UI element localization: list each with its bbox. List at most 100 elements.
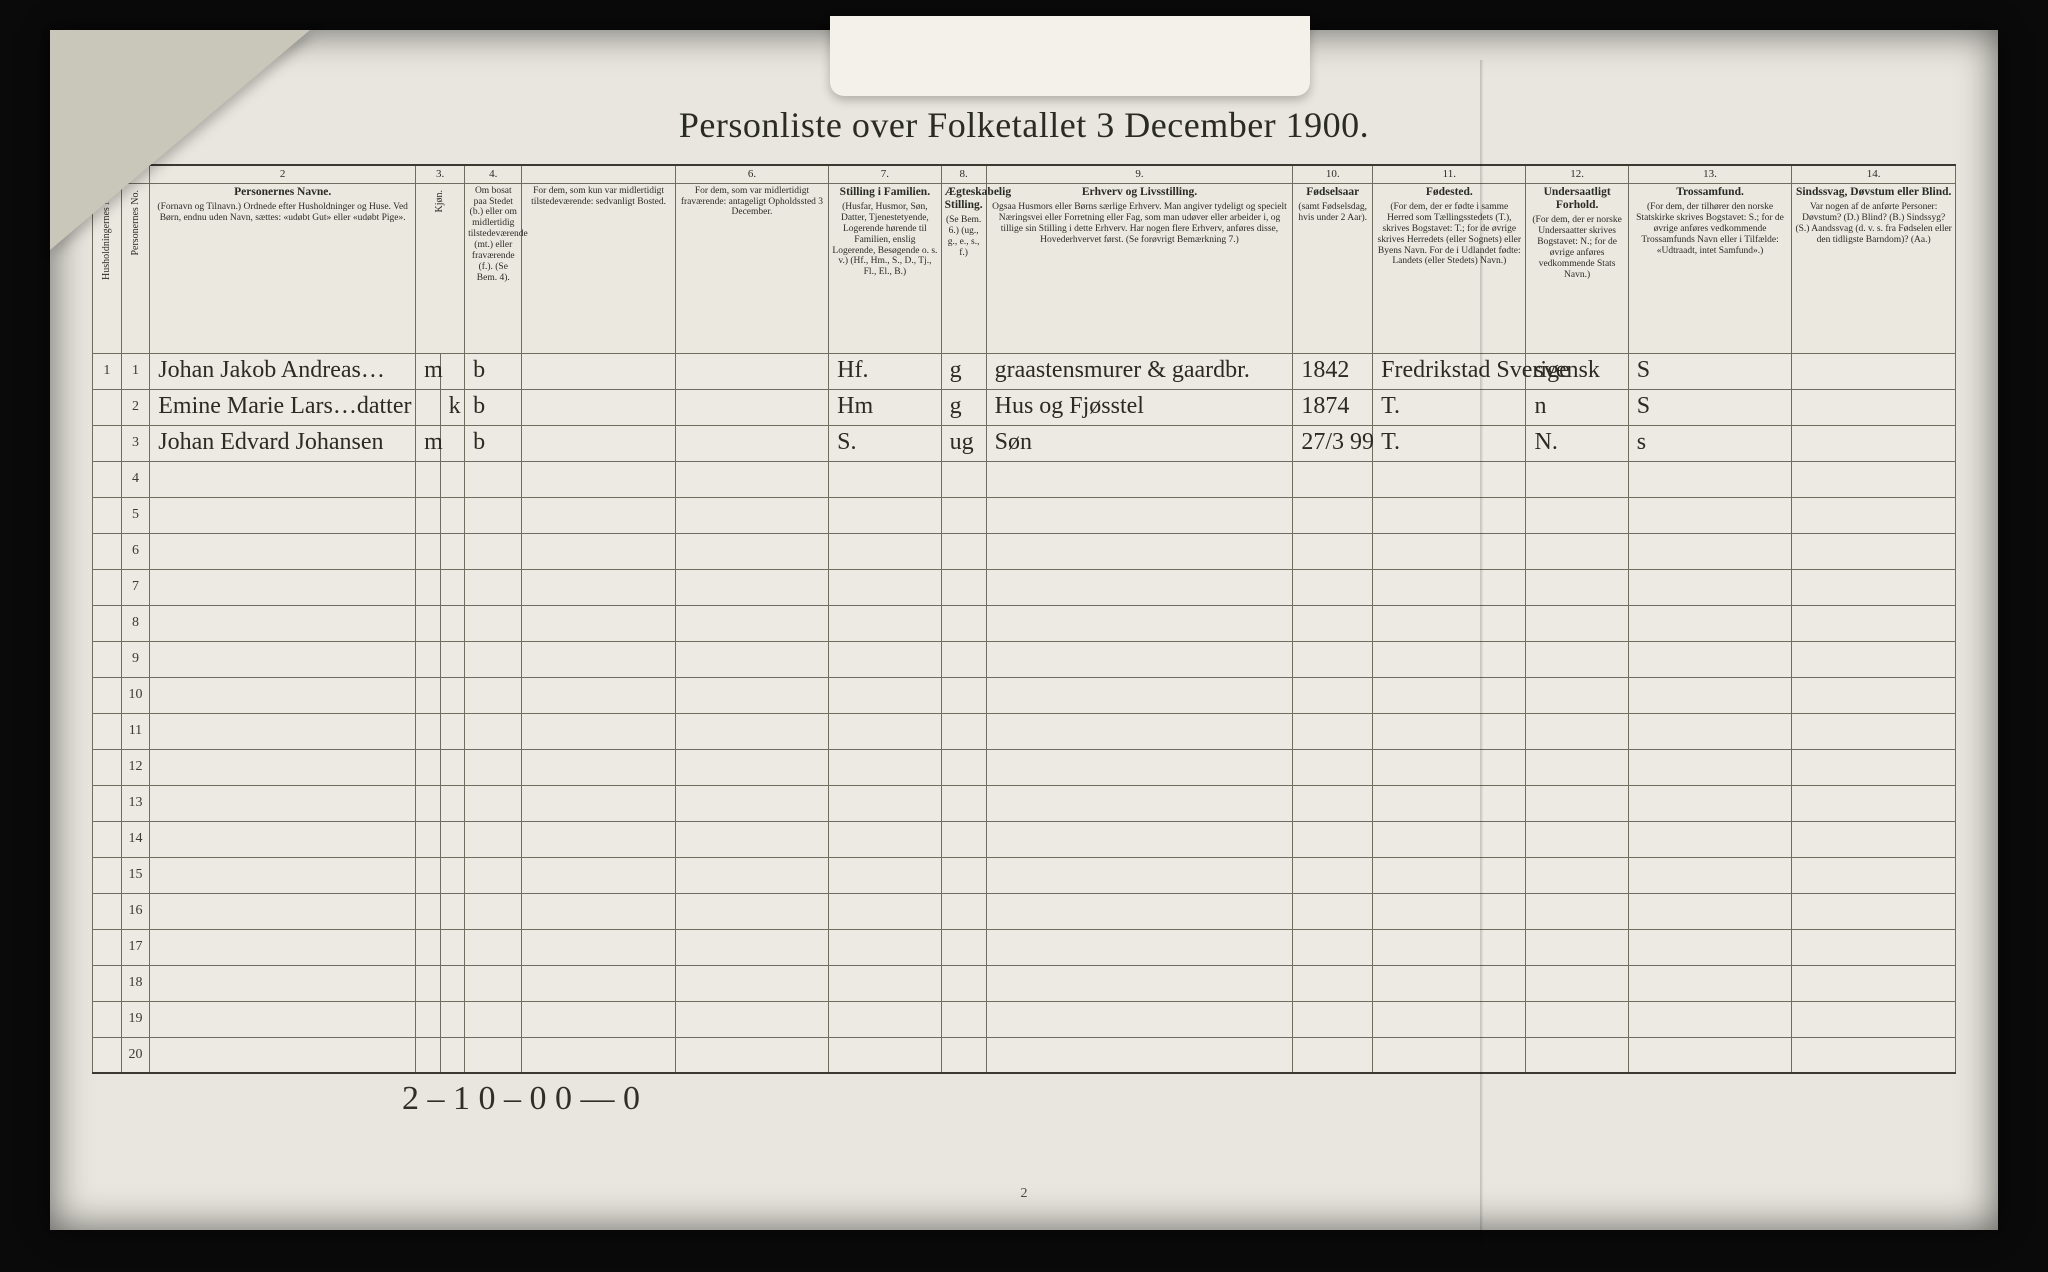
cell-empty [675, 893, 828, 929]
cell-empty [1628, 533, 1792, 569]
cell-empty [829, 893, 941, 929]
col-num: 9. [986, 165, 1293, 183]
cell-empty [1792, 641, 1956, 677]
cell-empty [1373, 893, 1526, 929]
cell-empty [150, 1037, 416, 1073]
cell-empty [1526, 893, 1628, 929]
cell-empty [1526, 785, 1628, 821]
cell-name: Emine Marie Lars…datter [150, 389, 416, 425]
cell-empty [150, 965, 416, 1001]
cell-empty [1373, 785, 1526, 821]
cell-empty [93, 713, 122, 749]
cell-empty [465, 821, 522, 857]
cell-empty [1628, 713, 1792, 749]
cell-c15 [1792, 353, 1956, 389]
cell-empty [1293, 569, 1373, 605]
cell-c15 [1792, 389, 1956, 425]
cell-c7 [675, 425, 828, 461]
cell-empty [675, 785, 828, 821]
cell-empty [941, 1037, 986, 1073]
cell-empty [1792, 749, 1956, 785]
cell-person-no: 9 [121, 641, 150, 677]
cell-rel: S [1628, 353, 1792, 389]
cell-empty [675, 641, 828, 677]
cell-birthpl: Fredrikstad Sverige [1373, 353, 1526, 389]
cell-empty [1373, 1037, 1526, 1073]
cell-person-no: 8 [121, 605, 150, 641]
col-num: 3. [416, 165, 465, 183]
cell-empty [1293, 713, 1373, 749]
cell-sex-k: k [440, 389, 465, 425]
cell-empty [1293, 533, 1373, 569]
cell-empty [1628, 1037, 1792, 1073]
cell-empty [416, 821, 441, 857]
col-num: 14. [1792, 165, 1956, 183]
cell-empty [1293, 497, 1373, 533]
cell-empty [150, 857, 416, 893]
cell-empty [440, 857, 465, 893]
cell-empty [1526, 929, 1628, 965]
table-row: 11Johan Jakob Andreas…mbHf.ggraastensmur… [93, 353, 1956, 389]
cell-empty [675, 749, 828, 785]
folded-corner [50, 30, 310, 250]
cell-empty [1293, 461, 1373, 497]
table-row: 5 [93, 497, 1956, 533]
col-disability: Sindssvag, Døvstum eller Blind.Var nogen… [1792, 183, 1956, 353]
cell-empty [941, 965, 986, 1001]
cell-empty [829, 965, 941, 1001]
cell-empty [675, 605, 828, 641]
cell-empty [150, 713, 416, 749]
cell-empty [1293, 1001, 1373, 1037]
table-row: 3Johan Edvard JohansenmbS.ugSøn27/3 99T.… [93, 425, 1956, 461]
cell-empty [829, 821, 941, 857]
cell-empty [1526, 965, 1628, 1001]
cell-empty [416, 713, 441, 749]
cell-person-no: 11 [121, 713, 150, 749]
cell-empty [1628, 965, 1792, 1001]
cell-empty [416, 965, 441, 1001]
book-gutter-shadow [1480, 60, 1486, 1250]
cell-empty [522, 569, 675, 605]
cell-household-no [93, 425, 122, 461]
col-temp-absent: For dem, som var midlertidigt fraværende… [675, 183, 828, 353]
cell-empty [1792, 605, 1956, 641]
cell-sex-k [440, 425, 465, 461]
column-number-row: 1.23.4.6.7.8.9.10.11.12.13.14. [93, 165, 1956, 183]
cell-empty [416, 893, 441, 929]
cell-empty [1526, 1037, 1628, 1073]
cell-c15 [1792, 425, 1956, 461]
cell-empty [1373, 569, 1526, 605]
cell-empty [1293, 929, 1373, 965]
cell-empty [941, 641, 986, 677]
cell-empty [829, 569, 941, 605]
col-num: 10. [1293, 165, 1373, 183]
cell-empty [941, 749, 986, 785]
table-row: 2Emine Marie Lars…datterkbHmgHus og Fjøs… [93, 389, 1956, 425]
cell-empty [1373, 605, 1526, 641]
cell-empty [986, 749, 1293, 785]
col-residence: Om bosat paa Stedet (b.) eller om midler… [465, 183, 522, 353]
cell-empty [93, 605, 122, 641]
cell-empty [1526, 857, 1628, 893]
cell-empty [941, 785, 986, 821]
cell-empty [522, 965, 675, 1001]
cell-empty [1373, 821, 1526, 857]
cell-empty [522, 1001, 675, 1037]
cell-empty [93, 965, 122, 1001]
cell-empty [465, 461, 522, 497]
cell-empty [1526, 821, 1628, 857]
table-row: 4 [93, 461, 1956, 497]
cell-empty [522, 785, 675, 821]
table-row: 18 [93, 965, 1956, 1001]
cell-empty [1373, 749, 1526, 785]
cell-empty [522, 641, 675, 677]
col-family-position: Stilling i Familien.(Husfar, Husmor, Søn… [829, 183, 941, 353]
cell-nat: n [1526, 389, 1628, 425]
cell-empty [465, 677, 522, 713]
cell-empty [986, 929, 1293, 965]
cell-empty [675, 1037, 828, 1073]
cell-empty [440, 1037, 465, 1073]
cell-empty [416, 569, 441, 605]
cell-empty [522, 929, 675, 965]
cell-res: b [465, 389, 522, 425]
